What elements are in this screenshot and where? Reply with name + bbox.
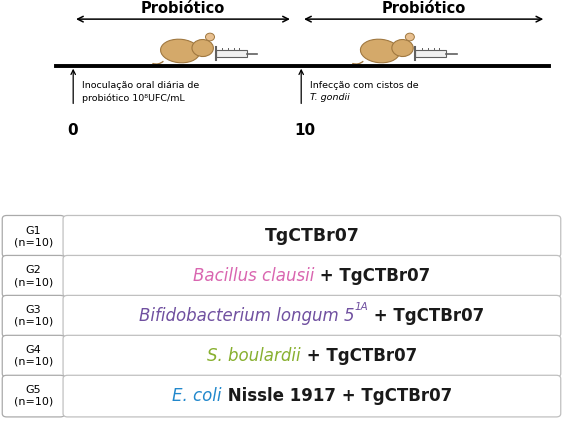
- Text: + TgCTBr07: + TgCTBr07: [315, 267, 431, 285]
- FancyBboxPatch shape: [2, 255, 65, 297]
- FancyBboxPatch shape: [63, 335, 561, 377]
- Text: 10: 10: [294, 123, 316, 138]
- Text: T. gondii: T. gondii: [310, 93, 350, 102]
- FancyBboxPatch shape: [63, 215, 561, 257]
- Text: Bifidobacterium longum 5: Bifidobacterium longum 5: [139, 307, 355, 325]
- FancyBboxPatch shape: [2, 295, 65, 337]
- Ellipse shape: [360, 39, 400, 63]
- FancyBboxPatch shape: [63, 295, 561, 337]
- Text: Probiótico: Probiótico: [141, 1, 225, 16]
- Text: G1
(n=10): G1 (n=10): [14, 226, 53, 247]
- Text: S. boulardii: S. boulardii: [207, 347, 301, 365]
- Text: 1A: 1A: [355, 302, 368, 312]
- Ellipse shape: [160, 39, 200, 63]
- FancyBboxPatch shape: [63, 255, 561, 297]
- Text: G5
(n=10): G5 (n=10): [14, 385, 53, 407]
- Text: 0: 0: [68, 123, 78, 138]
- Text: Bacillus clausii: Bacillus clausii: [193, 267, 315, 285]
- Ellipse shape: [192, 40, 213, 57]
- Text: Inoculação oral diária de: Inoculação oral diária de: [82, 81, 199, 90]
- Text: probiótico 10⁸UFC/mL: probiótico 10⁸UFC/mL: [82, 94, 185, 103]
- Bar: [415, 50, 446, 57]
- FancyBboxPatch shape: [2, 335, 65, 377]
- Text: Nissle 1917 + TgCTBr07: Nissle 1917 + TgCTBr07: [221, 387, 452, 405]
- Bar: [216, 50, 247, 57]
- Text: G4
(n=10): G4 (n=10): [14, 346, 53, 367]
- Ellipse shape: [392, 40, 413, 57]
- Text: E. coli: E. coli: [172, 387, 221, 405]
- Text: G2
(n=10): G2 (n=10): [14, 266, 53, 287]
- FancyBboxPatch shape: [2, 375, 65, 417]
- Ellipse shape: [405, 33, 414, 41]
- FancyBboxPatch shape: [63, 375, 561, 417]
- Text: + TgCTBr07: + TgCTBr07: [368, 307, 485, 325]
- Text: TgCTBr07: TgCTBr07: [265, 227, 359, 245]
- Text: Probiótico: Probiótico: [382, 1, 466, 16]
- Ellipse shape: [205, 33, 215, 41]
- Text: Infecção com cistos de: Infecção com cistos de: [310, 81, 418, 90]
- FancyBboxPatch shape: [2, 215, 65, 257]
- Text: + TgCTBr07: + TgCTBr07: [301, 347, 417, 365]
- Text: G3
(n=10): G3 (n=10): [14, 306, 53, 327]
